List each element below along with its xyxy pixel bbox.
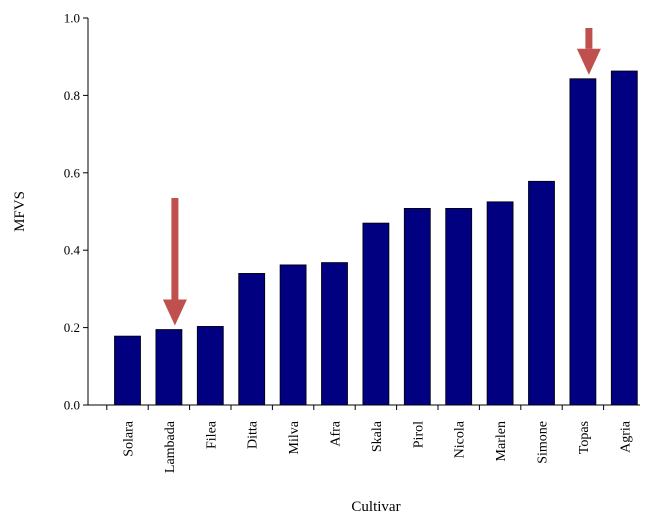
y-tick-label: 0.2	[64, 320, 80, 335]
bar-afra	[322, 263, 348, 405]
arrow-lambada	[163, 198, 187, 326]
x-tick-label: Filea	[204, 420, 219, 449]
bar-filea	[197, 326, 223, 405]
x-tick-label: Milva	[287, 420, 302, 454]
y-tick-label: 0.8	[64, 88, 80, 103]
bar-solara	[115, 336, 141, 405]
y-tick-label: 0.6	[64, 165, 81, 180]
x-axis-label: Cultivar	[351, 499, 400, 515]
x-tick-label: Skala	[370, 420, 385, 452]
bar-nicola	[446, 208, 472, 405]
arrow-topas	[577, 28, 601, 75]
x-tick-label: Pirol	[411, 421, 426, 448]
bars	[115, 71, 638, 405]
bar-lambada	[156, 330, 182, 405]
bar-simone	[529, 181, 555, 405]
x-tick-label: Nicola	[453, 420, 468, 458]
bar-skala	[363, 223, 389, 405]
x-tick-label: Solara	[122, 420, 137, 457]
x-tick-label: Simone	[536, 421, 551, 464]
bar-pirol	[404, 208, 430, 405]
x-tick-label: Agria	[618, 420, 633, 453]
x-tick-label: Topas	[577, 421, 592, 454]
bar-milva	[280, 265, 306, 405]
bar-ditta	[239, 273, 265, 405]
y-tick-label: 1.0	[64, 11, 80, 26]
y-tick-label: 0.4	[64, 243, 81, 258]
x-tick-label: Lambada	[163, 420, 178, 473]
x-tick-label: Ditta	[246, 420, 261, 449]
bar-marlen	[487, 202, 513, 405]
x-tick-label: Afra	[329, 420, 344, 446]
bar-agria	[611, 71, 637, 405]
bar-topas	[570, 79, 596, 405]
y-tick-label: 0.0	[64, 398, 80, 413]
x-tick-label: Marlen	[494, 421, 509, 461]
y-axis-label: MFVS	[12, 191, 28, 232]
